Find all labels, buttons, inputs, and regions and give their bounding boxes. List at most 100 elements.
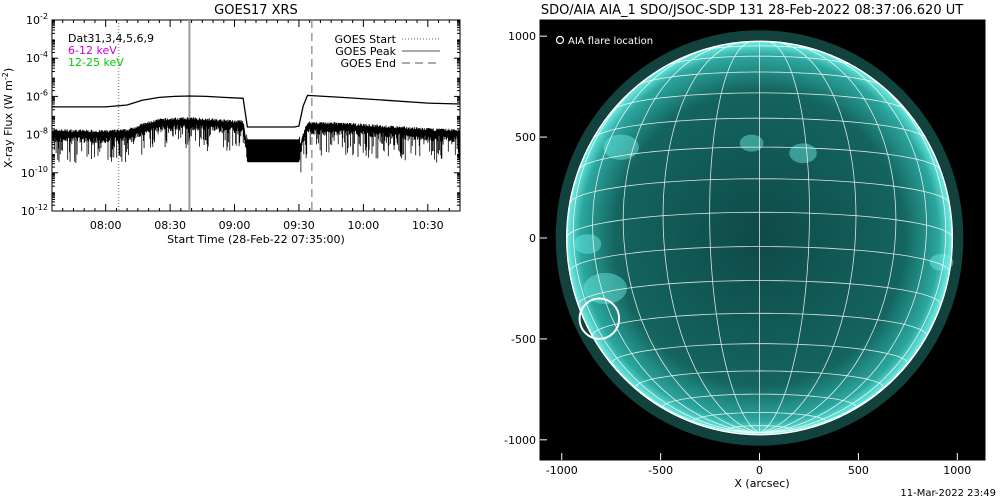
heliographic-grid <box>566 41 953 434</box>
image-x-axis-label: X (arcsec) <box>734 477 789 490</box>
y-tick-exponent: -8 <box>40 127 48 136</box>
series-short <box>51 117 460 173</box>
longitude-line <box>622 43 760 434</box>
x-tick-label: 08:00 <box>90 219 122 232</box>
y-tick-base: 10 <box>26 52 40 65</box>
image-x-tick-label: 1000 <box>943 464 971 477</box>
y-axis-label-close: ) <box>2 68 15 72</box>
y-tick-exponent: -2 <box>40 12 48 21</box>
legend-flare-location: AIA flare location <box>568 36 653 47</box>
y-tick-base: 10 <box>21 167 35 180</box>
longitude-line <box>759 60 947 434</box>
latitude-line <box>577 280 942 305</box>
image-y-tick-label: 1000 <box>508 30 536 43</box>
flare-location-marker <box>578 297 621 340</box>
y-axis-label-text: X-ray Flux (W m <box>2 80 15 168</box>
longitude-line <box>759 43 897 434</box>
active-region <box>573 234 602 254</box>
image-y-tick-label: -500 <box>511 333 536 346</box>
y-tick-base: 10 <box>21 205 35 218</box>
y-tick-exponent: -6 <box>40 88 48 97</box>
image-title: SDO/AIA AIA_1 SDO/JSOC-SDP 131 28-Feb-20… <box>541 3 963 18</box>
x-tick-label: 08:30 <box>154 219 186 232</box>
image-x-tick-label: 500 <box>848 464 869 477</box>
series-short-envelope <box>51 120 461 153</box>
y-tick-label: 10-2 <box>26 12 48 27</box>
y-tick-base: 10 <box>26 90 40 103</box>
footer-timestamp: 11-Mar-2022 23:49 <box>900 488 996 499</box>
y-tick-label: 10-4 <box>26 50 48 65</box>
latitude-line <box>666 55 853 67</box>
longitude-line <box>759 45 927 434</box>
latitude-line <box>738 41 781 43</box>
solar-corona <box>555 30 964 446</box>
y-axis-label: X-ray Flux (W m-2) <box>1 68 15 168</box>
y-tick-label: 10-12 <box>21 203 48 218</box>
y-tick-exponent: -4 <box>40 50 48 59</box>
latitude-line <box>725 425 794 431</box>
chart-title: GOES17 XRS <box>214 3 298 18</box>
latitude-line <box>569 246 950 272</box>
longitude-line <box>759 41 810 434</box>
longitude-line <box>662 41 760 434</box>
goes-xrs-chart: GOES17 XRS 10-1210-1010-810-610-410-208:… <box>1 3 461 246</box>
active-region <box>739 134 764 152</box>
x-tick-label: 09:30 <box>283 219 315 232</box>
longitude-line <box>759 237 953 434</box>
solar-disk <box>566 41 953 435</box>
image-content <box>555 30 964 446</box>
y-tick-base: 10 <box>26 14 40 27</box>
image-background <box>540 20 985 460</box>
latitude-line <box>593 117 926 139</box>
latitude-line <box>566 211 953 239</box>
active-region <box>583 272 628 304</box>
longitude-line <box>566 237 760 434</box>
legend-right-entry: GOES Peak <box>335 45 396 58</box>
latitude-line <box>693 412 826 422</box>
series-long <box>52 94 461 128</box>
solar-limb <box>565 40 954 436</box>
latitude-line <box>569 178 950 204</box>
legend-right-entry: GOES End <box>340 57 396 70</box>
latitude-line <box>662 393 857 408</box>
legend-left-entry: Dat31,3,4,5,6,9 <box>68 32 154 45</box>
longitude-line <box>709 41 760 434</box>
x-tick-label: 10:30 <box>412 219 444 232</box>
legend-right-entry: GOES Start <box>335 33 397 46</box>
latitude-line <box>699 45 820 52</box>
y-tick-exponent: -10 <box>35 165 48 174</box>
y-tick-label: 10-8 <box>26 127 48 142</box>
latitude-line <box>611 343 908 364</box>
active-region <box>929 253 954 271</box>
image-x-tick-label: 0 <box>756 464 763 477</box>
x-tick-label: 09:00 <box>219 219 251 232</box>
x-tick-label: 10:00 <box>348 219 380 232</box>
longitude-line <box>572 60 760 434</box>
y-tick-label: 10-6 <box>26 88 48 103</box>
latitude-line <box>613 92 906 110</box>
x-axis-label: Start Time (28-Feb-22 07:35:00) <box>167 233 345 246</box>
latitude-line <box>635 370 884 388</box>
active-region <box>603 134 639 160</box>
latitude-line <box>578 146 941 171</box>
y-tick-exponent: -12 <box>35 203 48 212</box>
image-y-tick-label: -1000 <box>504 434 536 447</box>
legend-left-entry: 6-12 keV <box>68 44 117 57</box>
y-tick-label: 10-10 <box>21 165 48 180</box>
latitude-line <box>592 312 927 336</box>
latitude-line <box>638 71 882 86</box>
image-x-tick-label: -500 <box>648 464 673 477</box>
y-tick-base: 10 <box>26 129 40 142</box>
image-frame <box>539 19 986 461</box>
image-y-tick-label: 500 <box>515 131 536 144</box>
y-axis-label-sup: -2 <box>1 72 10 80</box>
longitude-line <box>759 41 857 434</box>
legend-left-entry: 12-25 keV <box>68 56 124 69</box>
image-y-tick-label: 0 <box>529 232 536 245</box>
active-region <box>789 143 817 164</box>
image-plot-area: AIA flare location -1000 -500 0 500 1000 -1000… <box>504 19 986 477</box>
image-x-tick-label: -1000 <box>546 464 578 477</box>
legend-circle-icon <box>555 35 565 45</box>
longitude-line <box>592 45 760 434</box>
